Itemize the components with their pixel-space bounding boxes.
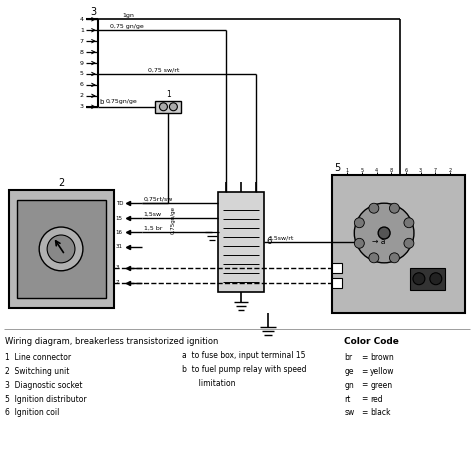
Circle shape (47, 235, 75, 263)
Text: yellow: yellow (370, 367, 395, 376)
Text: green: green (370, 381, 392, 390)
Text: 1,5sw: 1,5sw (144, 212, 162, 217)
Text: 1: 1 (80, 28, 84, 33)
Text: TD: TD (116, 201, 123, 206)
Bar (410, 268, 445, 290)
Text: 5: 5 (80, 71, 84, 76)
Text: 7: 7 (80, 38, 84, 44)
Text: 6  Ignition coil: 6 Ignition coil (5, 408, 60, 417)
Circle shape (355, 218, 365, 228)
Text: =: = (361, 394, 368, 403)
Text: limitation: limitation (182, 378, 236, 387)
Text: 2: 2 (448, 168, 452, 173)
Circle shape (404, 218, 414, 228)
Circle shape (39, 227, 83, 271)
Text: 1: 1 (346, 168, 349, 173)
Text: 5: 5 (335, 163, 341, 174)
Circle shape (369, 203, 379, 213)
Text: 6: 6 (80, 83, 84, 87)
Circle shape (378, 227, 390, 239)
Text: 3: 3 (91, 8, 97, 17)
Text: =: = (361, 381, 368, 390)
Text: 31: 31 (116, 244, 123, 250)
Text: 9: 9 (80, 61, 84, 66)
Text: 7: 7 (434, 168, 437, 173)
Text: a  to fuse box, input terminal 15: a to fuse box, input terminal 15 (182, 351, 306, 360)
Circle shape (354, 203, 414, 263)
Text: 3: 3 (116, 265, 119, 270)
Text: 8: 8 (80, 50, 84, 54)
Text: =: = (361, 408, 368, 417)
Text: ge: ge (344, 367, 354, 376)
Text: gn: gn (344, 381, 354, 390)
Circle shape (159, 103, 167, 111)
Bar (332, 175, 465, 312)
Circle shape (169, 103, 177, 111)
Text: rt: rt (344, 394, 351, 403)
Text: =: = (361, 367, 368, 376)
Text: 2: 2 (80, 93, 84, 98)
Text: 0,75 gn/ge: 0,75 gn/ge (110, 24, 144, 29)
Text: 7: 7 (116, 280, 119, 285)
Text: 1  Line connector: 1 Line connector (5, 353, 72, 362)
Circle shape (390, 253, 400, 263)
Text: Wiring diagram, breakerless transistorized ignition: Wiring diagram, breakerless transistoriz… (5, 337, 219, 346)
Bar (155, 101, 182, 113)
Text: =: = (361, 353, 368, 362)
Text: → a: → a (372, 237, 386, 246)
Bar (332, 263, 342, 273)
Text: 1,5 br: 1,5 br (144, 226, 162, 231)
Text: 3: 3 (80, 104, 84, 109)
Circle shape (369, 253, 379, 263)
Circle shape (430, 273, 442, 285)
Bar (18, 200, 106, 298)
Text: 15: 15 (116, 216, 123, 220)
Text: 3: 3 (419, 168, 422, 173)
Text: 4: 4 (375, 168, 378, 173)
Text: 6: 6 (404, 168, 408, 173)
Text: Color Code: Color Code (344, 337, 399, 346)
Text: 5  Ignition distributor: 5 Ignition distributor (5, 394, 87, 403)
Text: 1: 1 (166, 91, 171, 99)
Text: 0,75gn/ge: 0,75gn/ge (106, 99, 137, 104)
Bar (218, 192, 264, 292)
Text: 2: 2 (58, 178, 64, 189)
Text: 2  Switching unit: 2 Switching unit (5, 367, 70, 376)
Bar (9, 190, 114, 308)
Bar (332, 278, 342, 287)
Circle shape (355, 238, 365, 248)
Text: br: br (344, 353, 353, 362)
Text: 1,5sw/rt: 1,5sw/rt (269, 235, 294, 241)
Text: 16: 16 (116, 229, 123, 234)
Text: 0,75 sw/rt: 0,75 sw/rt (147, 68, 179, 73)
Text: 3  Diagnostic socket: 3 Diagnostic socket (5, 381, 83, 390)
Text: 1gn: 1gn (123, 13, 135, 18)
Circle shape (390, 203, 400, 213)
Text: 4: 4 (80, 17, 84, 22)
Text: red: red (370, 394, 383, 403)
Text: brown: brown (370, 353, 394, 362)
Text: 0,75gn/ge: 0,75gn/ge (170, 206, 175, 234)
Text: 8: 8 (390, 168, 393, 173)
Circle shape (413, 273, 425, 285)
Text: 6: 6 (267, 237, 272, 246)
Text: b: b (100, 99, 104, 105)
Text: 5: 5 (360, 168, 364, 173)
Text: sw: sw (344, 408, 355, 417)
Circle shape (404, 238, 414, 248)
Text: black: black (370, 408, 391, 417)
Text: 0,75rt/sw: 0,75rt/sw (144, 197, 173, 202)
Text: b  to fuel pump relay with speed: b to fuel pump relay with speed (182, 365, 307, 374)
